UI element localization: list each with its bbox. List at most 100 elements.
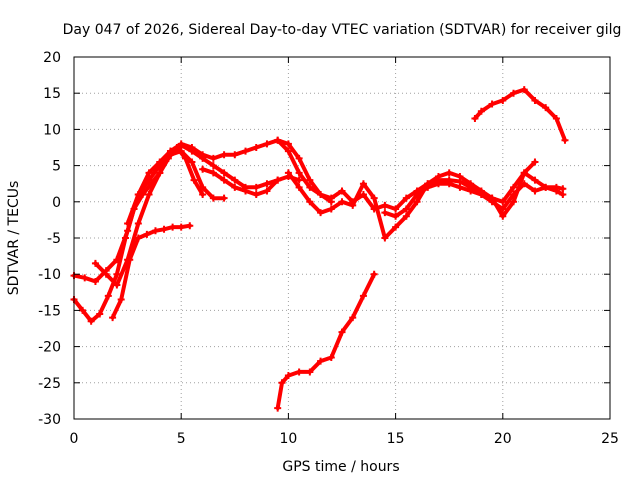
data-point <box>284 147 292 155</box>
series-track-8 <box>284 158 539 242</box>
data-point <box>220 151 228 159</box>
y-tick-label: 5 <box>52 159 61 175</box>
series-line <box>275 272 377 411</box>
data-point <box>477 107 485 115</box>
data-point <box>252 191 260 199</box>
data-point <box>231 151 239 159</box>
data-point <box>402 212 410 220</box>
data-point <box>113 281 121 289</box>
data-point <box>445 180 453 188</box>
data-point <box>209 162 217 170</box>
y-tick-label: -25 <box>38 376 61 392</box>
data-point <box>113 270 121 278</box>
y-tick-label: -10 <box>38 267 61 283</box>
data-point <box>188 158 196 166</box>
data-point <box>542 183 550 191</box>
data-point <box>145 191 153 199</box>
data-point <box>190 176 198 184</box>
y-tick-label: -15 <box>38 303 61 319</box>
series-track-3 <box>91 147 228 289</box>
data-point <box>306 368 314 376</box>
series-track-6 <box>199 165 303 199</box>
y-tick-label: 10 <box>43 122 61 138</box>
data-point <box>91 277 99 285</box>
data-point <box>274 176 282 184</box>
data-point <box>306 176 314 184</box>
y-tick-label: 15 <box>43 86 61 102</box>
tick-labels: 0 5 10 15 20 25 -30 -25 -20 -15 -10 -5 0 5 10 15 20 <box>38 50 619 447</box>
data-point <box>477 191 485 199</box>
data-point <box>295 169 303 177</box>
data-point <box>160 225 168 233</box>
x-tick-label: 25 <box>601 431 619 447</box>
data-point <box>327 194 335 202</box>
data-point <box>134 220 142 228</box>
data-point <box>199 165 207 173</box>
data-point <box>220 169 228 177</box>
series-track-9 <box>381 169 567 220</box>
data-point <box>81 274 89 282</box>
series-line <box>72 145 205 324</box>
data-point <box>510 198 518 206</box>
data-point <box>284 140 292 148</box>
data-point <box>242 147 250 155</box>
data-point <box>467 180 475 188</box>
data-point <box>134 191 142 199</box>
data-point <box>531 96 539 104</box>
y-tick-label: -30 <box>38 412 61 428</box>
data-point <box>499 212 507 220</box>
data-point <box>79 306 87 314</box>
data-point <box>471 115 479 123</box>
data-point <box>91 259 99 267</box>
data-point <box>169 223 177 231</box>
data-point <box>381 234 389 242</box>
data-point <box>263 140 271 148</box>
data-point <box>284 169 292 177</box>
data-point <box>177 141 185 149</box>
data-point <box>445 169 453 177</box>
data-point <box>134 234 142 242</box>
series-track-10 <box>274 270 378 412</box>
data-point <box>381 209 389 217</box>
data-point <box>295 154 303 162</box>
data-point <box>199 154 207 162</box>
data-point <box>499 96 507 104</box>
data-point <box>209 154 217 162</box>
data-point <box>295 368 303 376</box>
y-tick-label: -20 <box>38 340 61 356</box>
data-point <box>488 100 496 108</box>
data-point <box>392 212 400 220</box>
data-point <box>552 115 560 123</box>
data-point <box>102 270 110 278</box>
data-point <box>317 209 325 217</box>
data-point <box>96 310 104 318</box>
data-point <box>209 194 217 202</box>
data-point <box>552 187 560 195</box>
x-tick-label: 0 <box>70 431 79 447</box>
data-point <box>392 223 400 231</box>
data-point <box>306 183 314 191</box>
data-point <box>104 292 112 300</box>
data-point <box>338 198 346 206</box>
y-tick-label: 0 <box>52 195 61 211</box>
data-point <box>220 194 228 202</box>
data-point <box>231 183 239 191</box>
series-line <box>382 170 565 219</box>
data-point <box>317 357 325 365</box>
x-tick-label: 10 <box>279 431 297 447</box>
chart-title: Day 047 of 2026, Sidereal Day-to-day VTE… <box>63 22 622 38</box>
data-point <box>156 169 164 177</box>
data-point <box>143 230 151 238</box>
series-layer <box>70 86 569 412</box>
data-point <box>124 220 132 228</box>
data-point <box>145 169 153 177</box>
data-point <box>561 136 569 144</box>
data-point <box>199 191 207 199</box>
data-point <box>151 227 159 235</box>
data-point <box>402 194 410 202</box>
data-point <box>434 172 442 180</box>
data-point <box>109 314 117 322</box>
data-point <box>559 191 567 199</box>
data-point <box>166 147 174 155</box>
